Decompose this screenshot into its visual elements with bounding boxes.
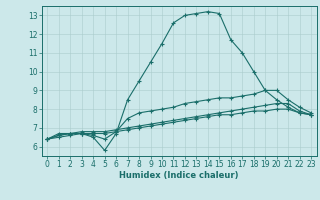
X-axis label: Humidex (Indice chaleur): Humidex (Indice chaleur) bbox=[119, 171, 239, 180]
